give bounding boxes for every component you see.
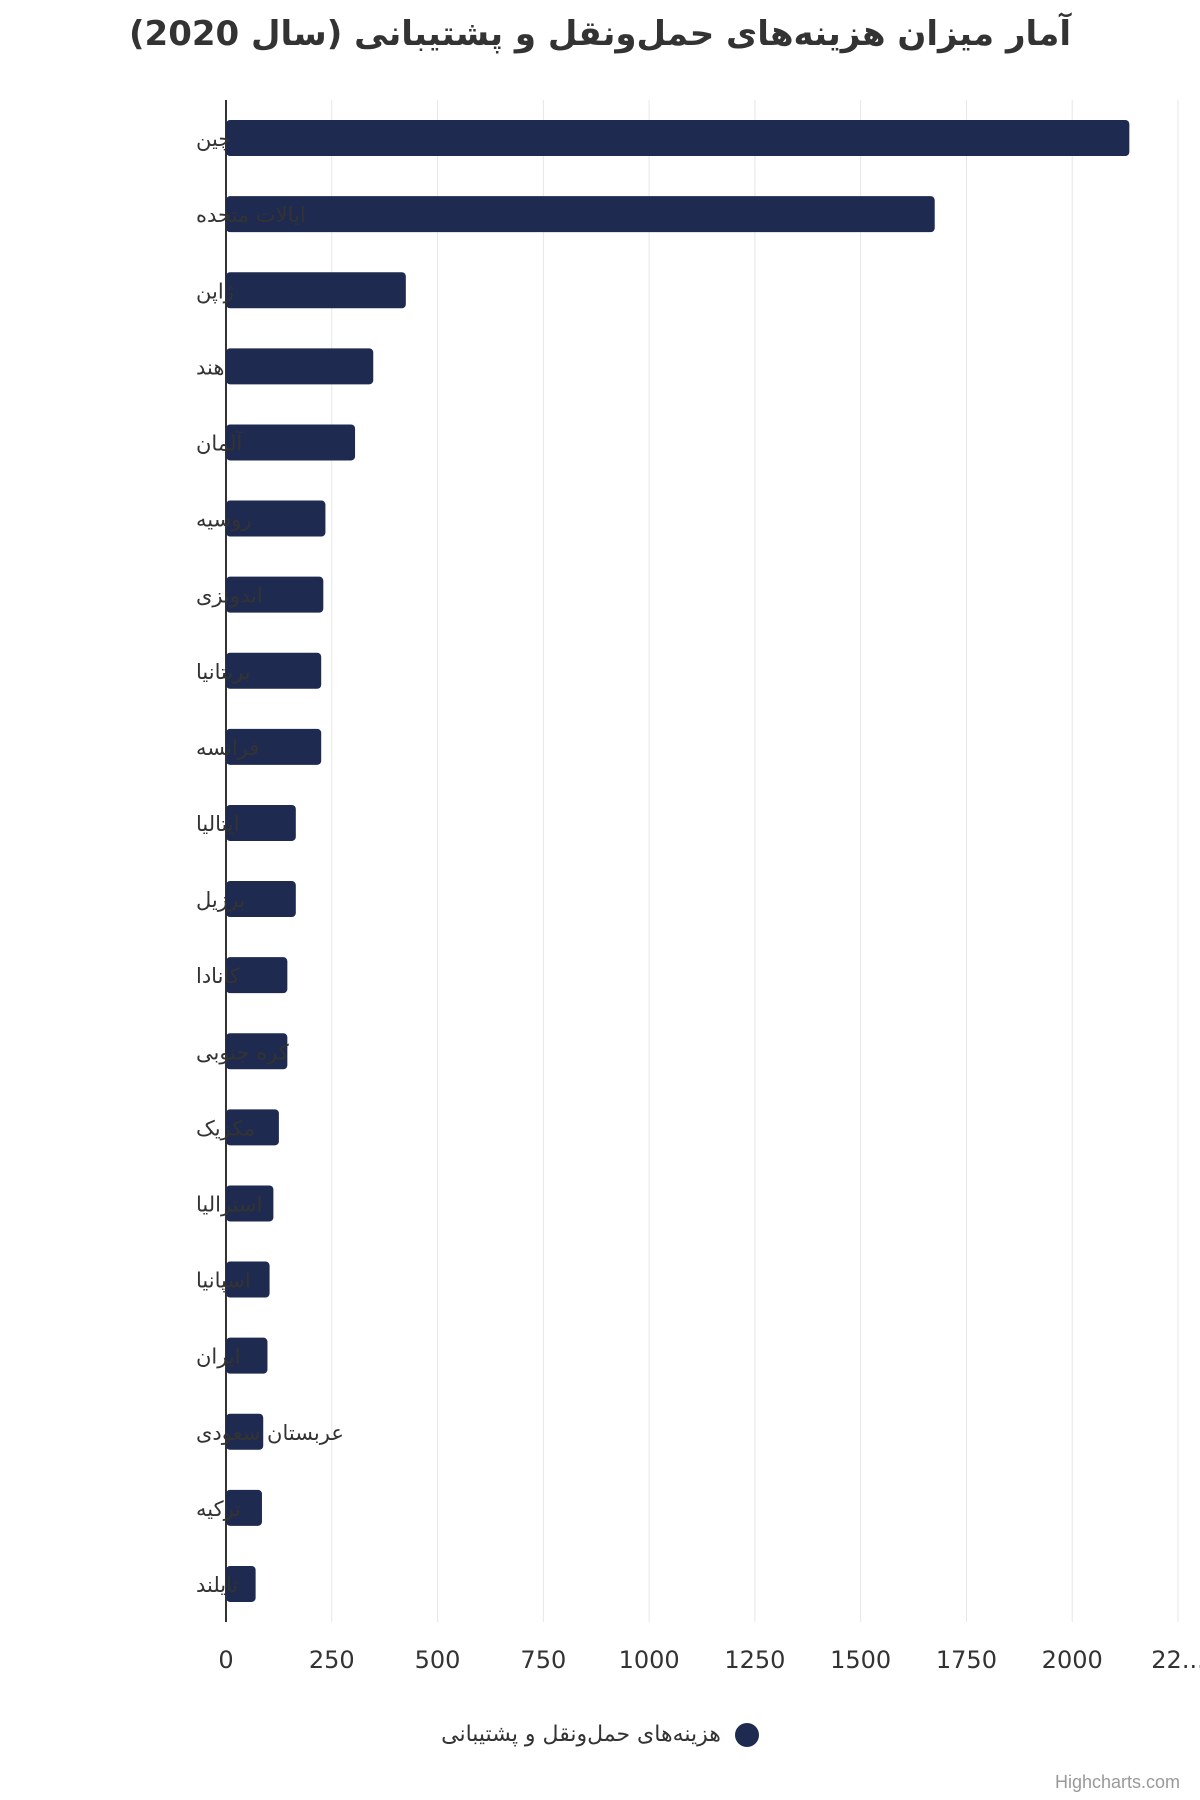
category-label: ایتالیا — [196, 812, 240, 836]
category-label: اسپانیا — [196, 1269, 251, 1293]
bar[interactable] — [226, 652, 322, 689]
bar[interactable] — [226, 424, 356, 461]
category-label: چین — [196, 127, 231, 151]
category-label: بریتانیا — [196, 660, 251, 684]
bar[interactable] — [226, 500, 326, 537]
category-label: استرالیا — [196, 1192, 262, 1216]
bar[interactable] — [226, 196, 935, 233]
bar[interactable] — [226, 1033, 288, 1070]
x-tick-label: 1750 — [936, 1646, 997, 1674]
bar[interactable] — [226, 1261, 270, 1298]
category-label: عربستان سعودی — [196, 1421, 344, 1445]
category-label: هند — [196, 355, 224, 379]
category-label: مکزیک — [196, 1116, 255, 1140]
legend[interactable]: هزینه‌های حمل‌ونقل و پشتیبانی — [0, 1722, 1200, 1747]
category-label: ترکیه — [196, 1497, 241, 1521]
bar[interactable] — [226, 120, 1130, 157]
bar[interactable] — [226, 272, 406, 309]
bar[interactable] — [226, 881, 296, 918]
bar[interactable] — [226, 1565, 256, 1602]
x-tick-label: 1500 — [830, 1646, 891, 1674]
bar[interactable] — [226, 576, 324, 613]
bar[interactable] — [226, 1413, 264, 1450]
x-tick-label: 1000 — [619, 1646, 680, 1674]
bar[interactable] — [226, 348, 374, 385]
x-tick-label: 250 — [309, 1646, 355, 1674]
category-label: کره جنوبی — [196, 1040, 289, 1064]
category-label: برزیل — [196, 888, 245, 912]
category-label: روسیه — [196, 508, 251, 532]
category-label: ژاپن — [196, 279, 234, 303]
x-tick-label: 22... — [1151, 1646, 1200, 1674]
bar[interactable] — [226, 1185, 274, 1222]
x-tick-label: 500 — [415, 1646, 461, 1674]
category-label: آلمان — [196, 430, 243, 455]
x-tick-label: 1250 — [724, 1646, 785, 1674]
x-tick-label: 750 — [520, 1646, 566, 1674]
bar[interactable] — [226, 1489, 262, 1526]
bar[interactable] — [226, 728, 322, 765]
chart-title: آمار میزان هزینه‌های حمل‌ونقل و پشتیبانی… — [128, 14, 1071, 54]
x-tick-label: 0 — [218, 1646, 233, 1674]
bar[interactable] — [226, 1337, 268, 1374]
category-label: تایلند — [196, 1573, 239, 1597]
credits-link[interactable]: Highcharts.com — [1054, 1772, 1180, 1792]
x-tick-label: 2000 — [1042, 1646, 1103, 1674]
legend-marker-icon — [734, 1722, 759, 1747]
category-label: فرانسه — [196, 736, 259, 760]
bar[interactable] — [226, 804, 296, 841]
category-label: اندونزی — [196, 584, 263, 608]
legend-label: هزینه‌های حمل‌ونقل و پشتیبانی — [441, 1722, 721, 1747]
category-label: ایران — [196, 1345, 241, 1369]
bar[interactable] — [226, 957, 288, 994]
bar[interactable] — [226, 1109, 279, 1146]
category-label: ایالات متحده — [196, 203, 306, 227]
category-label: کانادا — [196, 964, 240, 988]
